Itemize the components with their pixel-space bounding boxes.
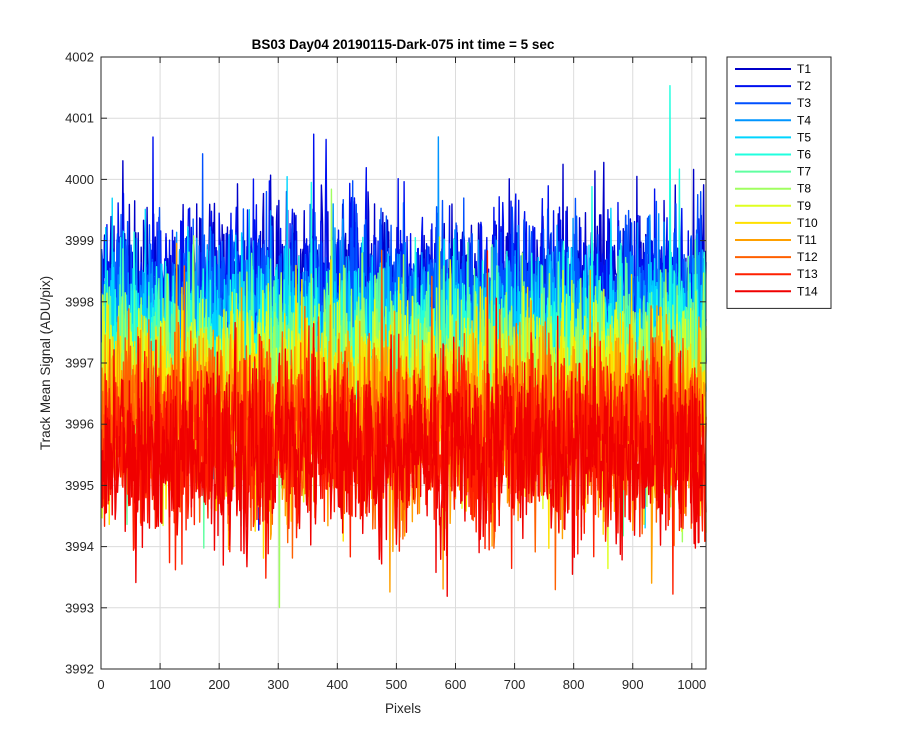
y-tick-label: 3994	[65, 539, 94, 554]
x-tick-label: 200	[208, 677, 230, 692]
x-tick-label: 600	[445, 677, 467, 692]
series-line-t13	[100, 250, 707, 595]
y-tick-label: 3993	[65, 600, 94, 615]
x-tick-label: 800	[563, 677, 585, 692]
series-line-t14	[100, 297, 707, 597]
legend-label-t9: T9	[797, 199, 811, 213]
y-tick-label: 3998	[65, 294, 94, 309]
legend-label-t6: T6	[797, 148, 811, 162]
x-tick-label: 400	[326, 677, 348, 692]
y-tick-label: 3996	[65, 417, 94, 432]
y-axis-label: Track Mean Signal (ADU/pix)	[38, 276, 53, 450]
legend-box	[726, 56, 832, 309]
legend-label-t11: T11	[797, 233, 817, 247]
series-layer	[100, 85, 707, 609]
legend-label-t12: T12	[797, 250, 818, 264]
x-tick-label: 0	[97, 677, 104, 692]
legend-label-t1: T1	[797, 62, 811, 76]
x-tick-label: 100	[149, 677, 171, 692]
y-tick-label: 3999	[65, 233, 94, 248]
legend-label-t3: T3	[797, 96, 811, 110]
y-tick-label: 3997	[65, 356, 94, 371]
legend-label-t8: T8	[797, 182, 811, 196]
axis-ticks: 0 100 200 300 400 500 600 700 800 900 1000 3992 3993…	[65, 50, 706, 693]
y-tick-label: 4000	[65, 172, 94, 187]
x-tick-label: 1000	[677, 677, 706, 692]
y-tick-label: 4001	[65, 111, 94, 126]
y-tick-label: 3992	[65, 662, 94, 677]
legend-label-t5: T5	[797, 130, 811, 144]
x-tick-label: 700	[504, 677, 526, 692]
x-tick-label: 500	[386, 677, 408, 692]
x-tick-label: 300	[267, 677, 289, 692]
x-tick-label: 900	[622, 677, 644, 692]
x-axis-label: Pixels	[385, 701, 421, 716]
legend-label-t14: T14	[797, 284, 818, 298]
legend: T1 T2 T3 T4 T5 T6 T7 T8 T9 T10 T11 T12 T13 T14	[726, 56, 832, 309]
legend-label-t7: T7	[797, 165, 811, 179]
legend-label-t10: T10	[797, 216, 818, 230]
legend-label-t2: T2	[797, 79, 811, 93]
y-tick-label: 4002	[65, 50, 94, 65]
legend-label-t4: T4	[797, 113, 811, 127]
legend-label-t13: T13	[797, 267, 818, 281]
chart-title: BS03 Day04 20190115-Dark-075 int time = …	[252, 37, 555, 52]
y-tick-label: 3995	[65, 478, 94, 493]
